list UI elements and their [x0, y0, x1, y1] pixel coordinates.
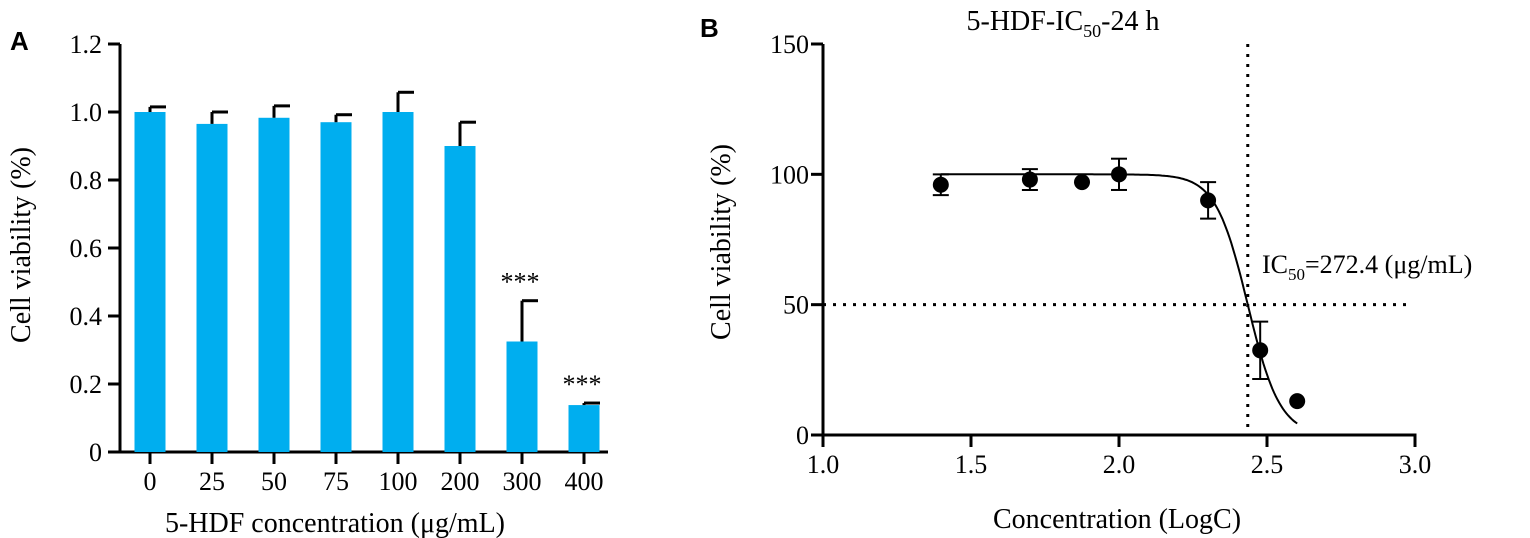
panel-a-ytick-label: 0 — [89, 438, 102, 467]
panel-b-xtick-label: 2.5 — [1251, 450, 1284, 479]
panel-a-xtick-label: 50 — [261, 467, 287, 496]
panel-a-bar — [258, 117, 290, 452]
panel-b-data-point — [1021, 171, 1038, 188]
panel-b-plot: 0 50 100 150 1.0 1.5 2.0 2.5 3.0 — [770, 30, 1431, 479]
panel-a-xtick-label: 400 — [565, 467, 604, 496]
panel-a-significance-label: *** — [563, 370, 602, 399]
panel-a-xtick-label: 200 — [441, 467, 480, 496]
panel-b-xlabel: Concentration (LogC) — [993, 504, 1241, 535]
panel-a-xtick-label: 0 — [144, 467, 157, 496]
panel-a-ytick-label: 1.0 — [70, 98, 103, 127]
panel-a-bar — [134, 112, 166, 452]
panel-b-ytick-label: 50 — [783, 291, 809, 320]
panel-b-data-point — [932, 176, 949, 193]
panel-a-ytick-label: 0.8 — [70, 166, 103, 195]
panel-a-ytick-label: 0.2 — [70, 370, 103, 399]
panel-a-bar — [382, 112, 414, 452]
panel-a-xtick-label: 300 — [503, 467, 542, 496]
panel-b-ic50-annotation: IC50=272.4 (μg/mL) — [1262, 250, 1472, 284]
ic50-annotation-sub: 50 — [1288, 265, 1305, 284]
panel-a-xtick-label: 100 — [379, 467, 418, 496]
panel-b-xtick-label: 2.0 — [1103, 450, 1136, 479]
panel-b-xtick-label: 3.0 — [1399, 450, 1432, 479]
panel-a-ytick-label: 0.6 — [70, 234, 103, 263]
panel-b-data-point — [1289, 393, 1306, 410]
panel-b-xtick-label: 1.0 — [807, 450, 840, 479]
panel-a-bar — [506, 341, 538, 452]
ic50-annotation-tail: =272.4 (μg/mL) — [1305, 250, 1472, 279]
ic50-annotation-main: IC — [1262, 250, 1288, 279]
panel-b-ytick-label: 0 — [796, 421, 809, 450]
panel-a-xlabel: 5-HDF concentration (μg/mL) — [165, 508, 505, 538]
panel-b-title-main: 5-HDF-IC — [967, 6, 1084, 37]
panel-b-fit-curve — [940, 173, 1298, 425]
panel-b-data-point — [1111, 166, 1127, 183]
panel-a-significance-label: *** — [501, 268, 540, 297]
panel-a-plot: 0 0.2 0.4 0.6 0.8 1.0 1.2 0 25 50 75 100 200 300 *** 40… — [70, 30, 608, 496]
panel-b-data-point — [1074, 174, 1090, 191]
panel-a-bar — [320, 122, 352, 452]
panel-a-bar — [444, 146, 476, 452]
panel-a-label: A — [10, 26, 29, 56]
panel-a-xtick-label: 75 — [323, 467, 349, 496]
panel-b-data-point — [1252, 342, 1269, 359]
panel-a-bar — [568, 405, 600, 452]
panel-a-ytick-label: 1.2 — [70, 30, 103, 59]
panel-b-data-point — [1200, 192, 1217, 209]
panel-a-ylabel: Cell viability (%) — [6, 147, 37, 343]
panel-a-ytick-label: 0.4 — [70, 302, 103, 331]
panel-b-title-tail: -24 h — [1101, 6, 1159, 37]
panel-a-xtick-label: 25 — [199, 467, 225, 496]
panel-b-ylabel: Cell viability (%) — [706, 144, 737, 340]
panel-b-ytick-label: 100 — [770, 160, 809, 189]
panel-b-title: 5-HDF-IC50-24 h — [967, 6, 1160, 41]
panel-b-xtick-label: 1.5 — [955, 450, 988, 479]
panel-b-title-sub: 50 — [1083, 21, 1101, 41]
panel-a-bar — [196, 123, 228, 453]
panel-b-ytick-label: 150 — [770, 30, 809, 59]
panel-b-label: B — [700, 13, 719, 43]
